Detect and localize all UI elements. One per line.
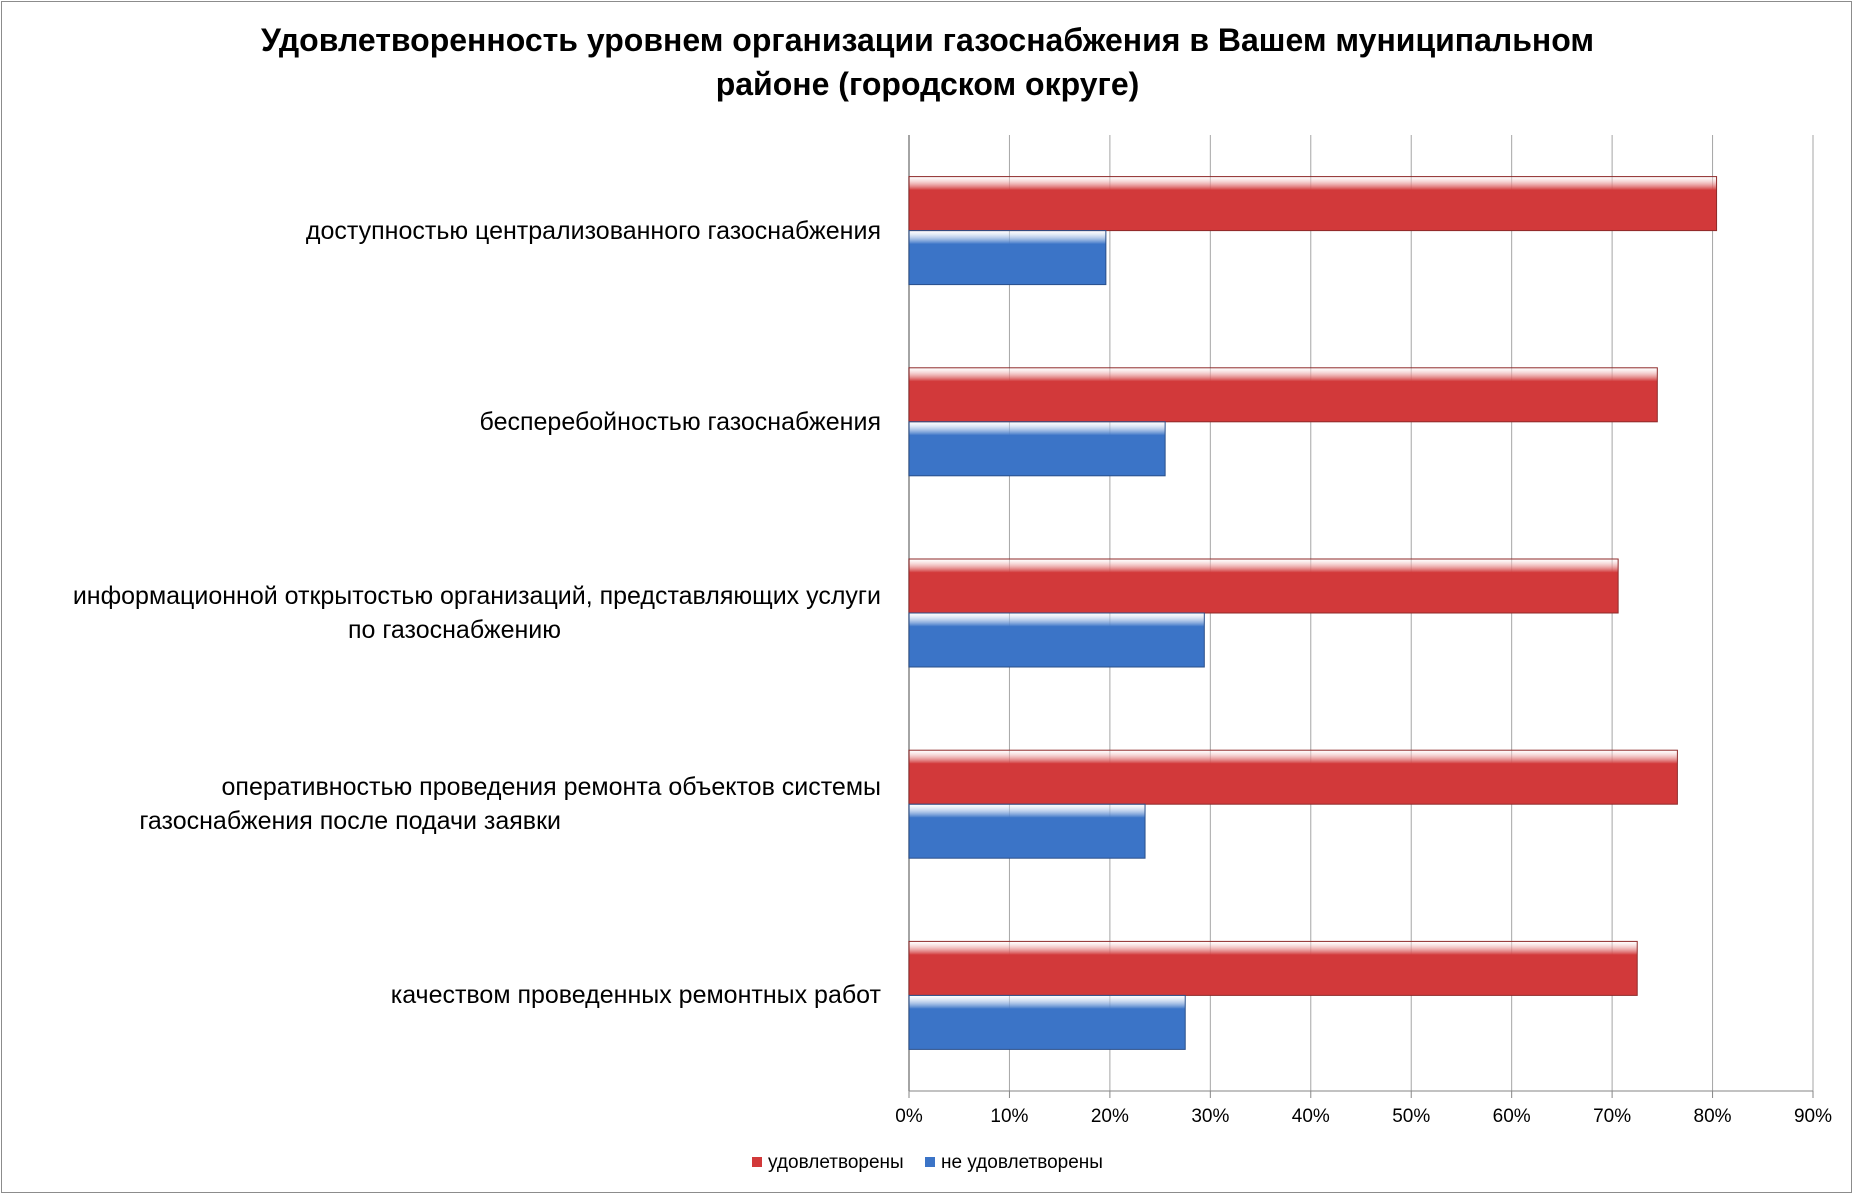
category-label-0: доступностью централизованного газоснабж… [0,214,881,248]
x-tick-label-3: 30% [1191,1106,1230,1127]
legend-entry-not-satisfied: не удовлетворены [924,1152,1103,1174]
category-label-1-line-0: бесперебойностью газоснабжения [479,407,881,436]
x-tick-label-7: 70% [1593,1106,1632,1127]
legend-swatch-satisfied [752,1156,763,1167]
bar-satisfied-0 [908,176,1718,232]
x-tick-label-8: 80% [1693,1106,1732,1127]
chart-title: Удовлетворенность уровнем организации га… [0,18,1855,106]
category-label-3-line-1: газоснабжения после подачи заявки [139,807,561,836]
category-label-2-line-0: информационной открытостью организаций, … [72,582,881,610]
bar-satisfied-2 [908,558,1619,614]
chart-title-line-2: районе (городском округе) [715,66,1140,102]
bar-not-satisfied-1 [908,421,1166,477]
category-label-2: информационной открытостью организаций, … [0,579,881,647]
bar-satisfied-3 [908,749,1678,805]
legend-label-not-satisfied: не удовлетворены [940,1152,1103,1173]
bar-not-satisfied-2 [908,612,1205,668]
bar-not-satisfied-0 [908,230,1107,286]
legend-swatch-not-satisfied [924,1156,935,1167]
category-label-2-line-1: по газоснабжению [347,616,561,644]
x-tick-label-5: 50% [1392,1106,1431,1127]
chart-title-line-1: Удовлетворенность уровнем организации га… [260,22,1595,58]
bar-satisfied-1 [908,367,1658,423]
x-tick-label-4: 40% [1291,1106,1330,1127]
x-tick-label-0: 0% [895,1106,923,1127]
legend-label-satisfied: удовлетворены [768,1152,904,1173]
category-label-1: бесперебойностью газоснабжения [0,405,881,439]
legend-entry-satisfied: удовлетворены [752,1152,904,1174]
x-tick-label-2: 20% [1090,1106,1129,1127]
bar-satisfied-4 [908,940,1638,996]
x-tick-label-1: 10% [990,1106,1029,1127]
category-label-3: оперативностью проведения ремонта объект… [0,770,881,838]
bar-not-satisfied-4 [908,994,1186,1050]
category-label-4: качеством проведенных ремонтных работ [0,978,881,1012]
bar-not-satisfied-3 [908,803,1146,859]
x-tick-label-6: 60% [1492,1106,1531,1127]
legend: удовлетворены не удовлетворены [0,1152,1855,1174]
category-label-4-line-0: качеством проведенных ремонтных работ [390,981,881,1010]
category-label-3-line-0: оперативностью проведения ремонта объект… [221,773,882,802]
category-label-0-line-0: доступностью централизованного газоснабж… [305,216,881,245]
x-tick-label-9: 90% [1793,1106,1833,1127]
